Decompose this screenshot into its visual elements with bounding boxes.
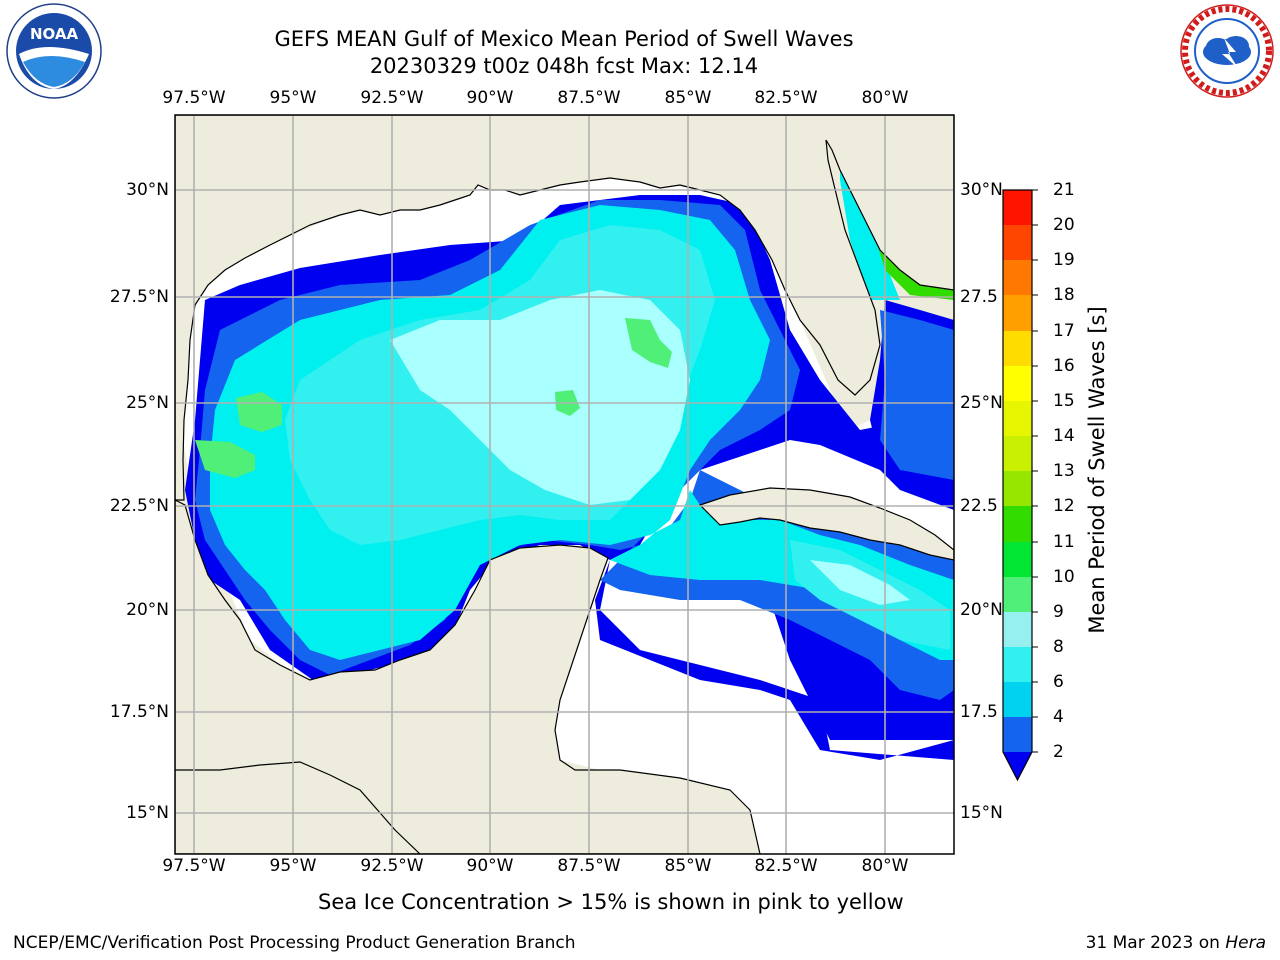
swell-8-9s [390, 290, 690, 505]
colorbar-tick: 10 [1053, 567, 1075, 587]
lon-tick-bottom: 82.5°W [754, 856, 818, 876]
swell-9-10s-west [236, 392, 282, 432]
colorbar-tick: 17 [1053, 321, 1075, 341]
swell-4-6s-east [880, 310, 954, 480]
mexico-land [175, 499, 761, 854]
colorbar [1002, 189, 1038, 782]
chart-subtitle: 20230329 t00z 048h fcst Max: 12.14 [369, 54, 759, 78]
footer-credit: NCEP/EMC/Verification Post Processing Pr… [13, 933, 576, 953]
colorbar-tick: 11 [1053, 532, 1075, 552]
lon-tick-bottom: 90°W [466, 856, 514, 876]
colorbar-tick: 2 [1053, 742, 1064, 762]
lat-tick-right: 25°N [960, 393, 1003, 413]
colorbar-tick: 21 [1053, 180, 1075, 200]
lon-tick-bottom: 95°W [269, 856, 317, 876]
colorbar-tick: 15 [1053, 391, 1075, 411]
lon-tick-bottom: 87.5°W [557, 856, 621, 876]
colorbar-tick: 20 [1053, 215, 1075, 235]
lat-tick-right: 20°N [960, 600, 1003, 620]
colorbar-tick: 6 [1053, 672, 1064, 692]
lat-tick-right: 15°N [960, 803, 1003, 823]
colorbar-tick: 12 [1053, 496, 1075, 516]
nws-logo [1180, 4, 1274, 98]
colorbar-tick: 9 [1053, 602, 1064, 622]
lat-tick-left: 30°N [126, 180, 169, 200]
colorbar-tick: 8 [1053, 637, 1064, 657]
lat-tick-left: 22.5°N [109, 496, 169, 516]
colorbar-tick: 14 [1053, 426, 1075, 446]
colorbar-tick: 4 [1053, 707, 1064, 727]
footer-host: Hera [1225, 933, 1266, 953]
sea-ice-note: Sea Ice Concentration > 15% is shown in … [318, 890, 904, 914]
lon-tick-top: 92.5°W [360, 88, 424, 108]
lat-tick-left: 20°N [126, 600, 169, 620]
lat-tick-left: 15°N [126, 803, 169, 823]
swell-9-10s-mexico [195, 440, 255, 478]
lon-tick-top: 90°W [466, 88, 514, 108]
lat-tick-right: 22.5 [960, 496, 998, 516]
us-coast-land [175, 115, 954, 501]
grid-lines [175, 115, 954, 854]
noaa-logo: NOAA [6, 3, 102, 99]
lon-tick-bottom: 92.5°W [360, 856, 424, 876]
lat-tick-left: 17.5°N [109, 702, 169, 722]
lon-tick-top: 95°W [269, 88, 317, 108]
footer-date: 31 Mar 2023 on Hera [1086, 933, 1266, 953]
map-frame [174, 114, 955, 855]
lon-tick-bottom: 97.5°W [162, 856, 226, 876]
lon-tick-top: 80°W [861, 88, 909, 108]
lat-tick-right: 30°N [960, 180, 1003, 200]
colorbar-tick: 13 [1053, 461, 1075, 481]
footer-date-text: 31 Mar 2023 on [1085, 933, 1226, 953]
lat-tick-left: 25°N [126, 393, 169, 413]
lon-tick-top: 82.5°W [754, 88, 818, 108]
lat-tick-right: 17.5 [960, 702, 998, 722]
lon-tick-bottom: 80°W [861, 856, 909, 876]
swell-9-10s-central [625, 318, 672, 368]
lat-tick-right: 27.5 [960, 287, 998, 307]
colorbar-tick: 16 [1053, 356, 1075, 376]
colorbar-tick: 18 [1053, 285, 1075, 305]
lon-tick-top: 87.5°W [557, 88, 621, 108]
lon-tick-top: 97.5°W [162, 88, 226, 108]
chart-title: GEFS MEAN Gulf of Mexico Mean Period of … [274, 27, 854, 51]
lon-tick-top: 85°W [664, 88, 712, 108]
svg-text:NOAA: NOAA [30, 25, 79, 43]
lat-tick-left: 27.5°N [109, 287, 169, 307]
colorbar-tick: 19 [1053, 250, 1075, 270]
colorbar-label: Mean Period of Swell Waves [s] [1085, 306, 1109, 634]
lon-tick-bottom: 85°W [664, 856, 712, 876]
